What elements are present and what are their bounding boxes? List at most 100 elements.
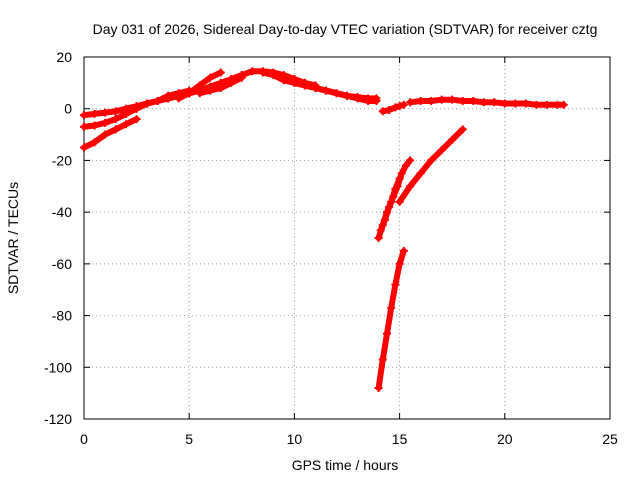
data-point [479, 98, 488, 107]
data-point [332, 89, 341, 98]
x-tick-label: 15 [392, 431, 408, 447]
data-point [397, 169, 406, 178]
data-point [132, 115, 141, 124]
data-point [378, 355, 387, 364]
data-point [300, 81, 309, 90]
data-point [101, 118, 110, 127]
data-point [206, 73, 215, 82]
data-point [380, 215, 389, 224]
data-point [258, 68, 267, 77]
y-tick-label: 20 [56, 49, 72, 65]
data-point [406, 98, 415, 107]
data-point [111, 125, 120, 134]
y-tick-label: 0 [64, 101, 72, 117]
data-point [101, 130, 110, 139]
data-point [376, 226, 385, 235]
data-point [206, 86, 215, 95]
data-point [80, 143, 88, 152]
data-point [90, 138, 99, 147]
data-point [372, 96, 381, 105]
data-point [399, 246, 408, 255]
data-point [401, 161, 410, 170]
y-tick-label: -120 [44, 411, 72, 427]
data-point [406, 156, 415, 165]
data-point [290, 78, 299, 87]
data-point [132, 104, 141, 113]
data-point [216, 84, 225, 93]
data-point [101, 108, 110, 117]
data-point [395, 259, 404, 268]
data-point [437, 146, 446, 155]
data-point [374, 234, 383, 242]
data-point [227, 78, 236, 87]
data-point [279, 76, 288, 85]
data-point [343, 91, 351, 100]
data-point [364, 96, 373, 105]
data-point [382, 329, 391, 338]
data-point [321, 86, 330, 95]
data-point [448, 135, 457, 144]
data-point [406, 182, 415, 191]
y-axis-label: SDTVAR / TECUs [5, 182, 21, 294]
data-point [399, 100, 408, 109]
data-point [389, 192, 398, 201]
data-point [90, 109, 99, 118]
y-tick-label: -20 [52, 152, 72, 168]
y-tick-label: -80 [52, 308, 72, 324]
data-point [311, 84, 320, 93]
series-trace [144, 72, 245, 107]
data-point [469, 96, 478, 105]
data-point [395, 197, 404, 206]
data-point [511, 99, 520, 108]
x-axis-label: GPS time / hours [292, 457, 399, 473]
data-point [185, 89, 194, 98]
data-point [448, 95, 457, 104]
data-point [80, 111, 88, 120]
data-point [216, 68, 225, 77]
axis-ticks: 0 5 10 15 20 25 -120 -100 -80 -60 -40 -20 0 20 [44, 49, 618, 447]
x-tick-label: 25 [602, 431, 618, 447]
data-point [391, 280, 400, 289]
data-point [458, 125, 467, 134]
data-point [153, 96, 162, 105]
data-point [374, 383, 383, 392]
data-points [80, 67, 568, 392]
data-point [248, 67, 257, 76]
data-point [164, 94, 173, 103]
data-point [122, 109, 131, 118]
data-point [437, 95, 446, 104]
data-point [269, 71, 278, 80]
data-point [490, 98, 499, 107]
data-point [532, 100, 541, 109]
data-point [395, 102, 404, 111]
data-point [427, 96, 436, 105]
data-point [111, 107, 120, 116]
data-point [521, 99, 530, 108]
plot-frame [83, 56, 611, 420]
chart-title: Day 031 of 2026, Sidereal Day-to-day VTE… [93, 21, 598, 37]
data-point [500, 99, 509, 108]
data-point [559, 100, 568, 109]
y-tick-label: -100 [44, 359, 72, 375]
data-point [385, 202, 394, 211]
x-tick-label: 20 [497, 431, 513, 447]
data-point [122, 120, 131, 129]
data-point [378, 107, 387, 116]
x-tick-label: 5 [185, 431, 193, 447]
data-point [393, 182, 402, 191]
data-point [416, 96, 425, 105]
data-point [458, 96, 467, 105]
y-tick-label: -40 [52, 204, 72, 220]
data-point [80, 122, 88, 131]
data-point [416, 169, 425, 178]
data-point [385, 106, 394, 115]
data-point [195, 89, 204, 98]
grid-lines [84, 57, 610, 419]
data-point [143, 99, 152, 108]
data-point [90, 121, 99, 130]
data-point [542, 100, 551, 109]
y-tick-label: -60 [52, 256, 72, 272]
data-point [174, 91, 183, 100]
